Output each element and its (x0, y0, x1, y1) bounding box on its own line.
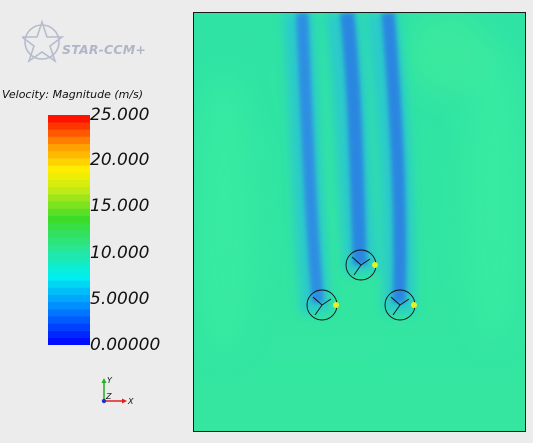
speedup-regions (194, 13, 524, 353)
colorbar-band (48, 208, 90, 216)
colorbar-band (48, 309, 90, 317)
tick-label-25: 25.000 (90, 105, 150, 125)
colorbar-band (48, 273, 90, 281)
colorbar-band (48, 265, 90, 274)
tick-label-5: 5.0000 (90, 289, 150, 309)
velocity-field (194, 13, 525, 431)
colorbar-band (48, 129, 90, 137)
tick-label-15: 15.000 (90, 196, 150, 216)
colorbar-band (48, 165, 90, 173)
wake-middle (340, 13, 367, 266)
legend-title: Velocity: Magnitude (m/s) (2, 88, 144, 101)
turbine-lower-right (384, 289, 417, 321)
colorbar-band (48, 201, 90, 209)
colorbar-band (48, 330, 90, 339)
colorbar-band (48, 136, 90, 145)
colorbar-band (48, 150, 90, 159)
colorbar-band (48, 323, 90, 331)
z-axis-dot (101, 398, 107, 404)
colorbar-band (48, 222, 90, 231)
colorbar-band (48, 158, 90, 166)
colorbar-band (48, 194, 90, 202)
colorbar-band (48, 215, 90, 224)
colorbar-band (48, 179, 90, 188)
x-axis-arrowhead (122, 398, 127, 404)
colorbar-band (48, 316, 90, 324)
tick-label-20: 20.000 (90, 150, 150, 170)
colorbar-band (48, 294, 90, 303)
logo-text: STAR-CCM+ (62, 42, 147, 57)
colorbar-band (48, 280, 90, 288)
colorbar-band (48, 115, 90, 123)
colorbar-band (48, 172, 90, 180)
colorbar-band (48, 301, 90, 310)
colorbar-band (48, 230, 90, 238)
colorbar (48, 115, 90, 345)
colorbar-band (48, 287, 90, 295)
axes-triad: Y Z X (101, 376, 134, 406)
colorbar-band (48, 251, 90, 260)
y-axis-label: Y (107, 376, 113, 385)
colorbar-band (48, 122, 90, 130)
z-axis-label: Z (105, 392, 112, 401)
star-ccm-logo-icon (22, 19, 65, 64)
colorbar-band (48, 244, 90, 252)
colorbar-band (48, 237, 90, 245)
wake-right (381, 13, 407, 304)
simulation-viewport[interactable] (193, 12, 526, 432)
colorbar-band (48, 258, 90, 267)
tick-label-0: 0.00000 (90, 335, 161, 355)
turbine-upper-middle (345, 249, 378, 281)
colorbar-band (48, 143, 90, 152)
tick-label-10: 10.000 (90, 243, 150, 263)
colorbar-band (48, 337, 90, 345)
turbine-lower-left (306, 289, 339, 321)
wake-core (296, 13, 407, 304)
x-axis-label: X (127, 397, 134, 406)
y-axis-arrowhead (101, 378, 107, 383)
colorbar-band (48, 186, 90, 195)
wake-left (296, 13, 324, 304)
